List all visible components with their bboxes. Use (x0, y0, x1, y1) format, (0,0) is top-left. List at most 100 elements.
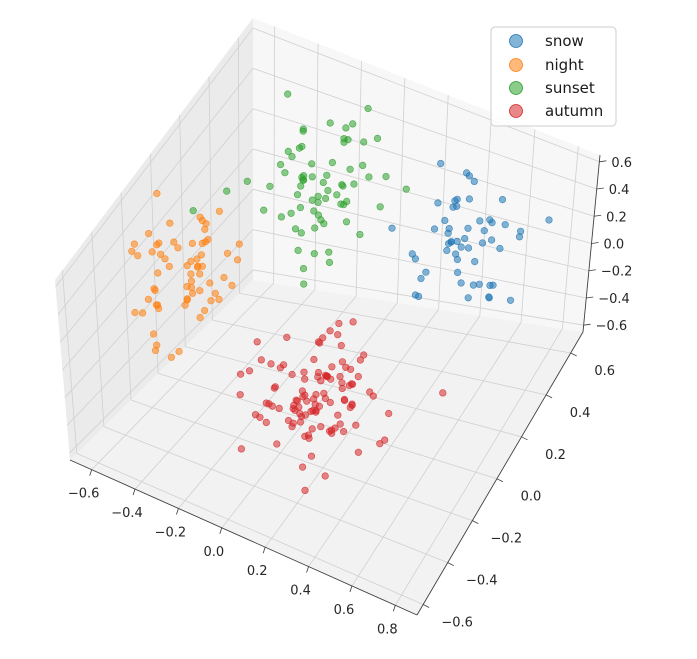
z-tick-label: −0.6 (596, 319, 628, 334)
data-point-sunset (308, 196, 316, 204)
data-point-sunset (293, 191, 302, 199)
gridline-z-left (64, 189, 254, 398)
data-point-autumn (262, 418, 270, 427)
data-point-snow (443, 246, 451, 255)
gridline-z-left (66, 229, 254, 426)
x-tick-mark (89, 469, 93, 476)
data-point-snow (485, 294, 493, 302)
data-point-snow (464, 244, 473, 252)
data-point-autumn (317, 423, 325, 431)
data-point-night (175, 347, 183, 356)
y-tick-label: 0.2 (545, 448, 566, 463)
gridline-z-left (55, 27, 254, 288)
z-tick-label: 0.0 (604, 238, 625, 253)
data-point-autumn (439, 389, 447, 397)
y-tick-mark (422, 604, 430, 608)
data-point-snow (486, 216, 494, 224)
legend-label-sunset: sunset (545, 79, 595, 97)
data-point-snow (475, 280, 483, 288)
data-point-night (150, 330, 158, 338)
data-point-night (131, 308, 139, 317)
data-point-autumn (346, 403, 354, 412)
data-point-night (187, 257, 195, 265)
x-tick-mark (349, 585, 353, 593)
data-point-night (187, 270, 195, 278)
data-point-autumn (315, 402, 324, 410)
data-point-autumn (301, 375, 309, 383)
data-point-snow (434, 199, 442, 207)
z-tick-mark (586, 296, 594, 299)
z-tick-label: 0.2 (606, 210, 627, 225)
data-point-autumn (366, 388, 374, 396)
data-point-snow (437, 159, 445, 168)
data-point-night (150, 285, 158, 293)
data-point-autumn (341, 396, 349, 405)
data-point-autumn (310, 395, 318, 403)
data-point-snow (454, 268, 462, 277)
z-tick-mark (588, 269, 596, 272)
data-point-night (153, 189, 161, 198)
x-tick-label: 0.8 (377, 622, 398, 637)
data-point-night (188, 239, 196, 247)
data-point-autumn (317, 377, 325, 385)
data-point-sunset (299, 127, 307, 135)
data-point-sunset (360, 138, 368, 146)
data-points (128, 90, 553, 495)
data-point-autumn (298, 387, 307, 395)
data-point-autumn (288, 370, 296, 379)
back-right-pane (253, 18, 600, 332)
y-tick-mark (447, 562, 454, 566)
data-point-sunset (288, 153, 296, 161)
data-point-autumn (319, 334, 327, 342)
data-point-sunset (325, 258, 334, 267)
gridline-z-left (59, 108, 254, 343)
data-point-snow (457, 279, 465, 287)
legend-marker-snow (509, 34, 523, 48)
data-point-autumn (360, 351, 368, 359)
data-point-autumn (336, 420, 344, 428)
data-point-sunset (382, 173, 390, 181)
data-point-sunset (359, 161, 367, 169)
x-tick-mark (176, 508, 179, 515)
y-axis-line (416, 331, 584, 616)
data-point-night (197, 251, 205, 259)
data-point-snow (506, 296, 515, 304)
data-point-snow (471, 258, 479, 266)
data-point-autumn (348, 380, 356, 388)
data-point-autumn (334, 411, 342, 419)
data-point-autumn (336, 372, 344, 381)
data-point-night (153, 241, 161, 249)
data-point-night (183, 295, 191, 303)
data-point-sunset (295, 144, 304, 152)
gridline-z-right (252, 108, 595, 217)
data-point-autumn (320, 389, 328, 397)
legend-marker-sunset (509, 81, 523, 95)
gridline-y-floor (212, 319, 547, 396)
gridline-x-floor (221, 302, 398, 529)
z-tick-mark (594, 214, 602, 217)
data-point-autumn (352, 421, 360, 429)
data-point-night (139, 309, 147, 317)
data-point-night (128, 247, 136, 255)
data-point-autumn (253, 338, 261, 346)
data-point-snow (417, 274, 425, 283)
data-point-sunset (349, 120, 357, 128)
data-point-night (144, 295, 152, 303)
data-point-sunset (310, 250, 318, 258)
gridline-x-floor (308, 315, 481, 567)
x-tick-mark (392, 605, 396, 612)
data-point-sunset (343, 197, 351, 205)
z-tick-mark (583, 323, 591, 326)
data-point-sunset (326, 119, 334, 127)
y-tick-label: 0.6 (594, 364, 615, 379)
data-point-autumn (312, 408, 320, 416)
x-tick-label: −0.4 (111, 506, 143, 521)
data-point-autumn (289, 419, 297, 427)
data-point-night (196, 314, 204, 322)
x-tick-label: −0.2 (155, 525, 187, 540)
data-point-autumn (356, 356, 365, 364)
data-point-sunset (291, 225, 300, 233)
data-point-night (181, 301, 189, 309)
data-point-autumn (305, 434, 313, 442)
data-point-autumn (328, 363, 336, 371)
